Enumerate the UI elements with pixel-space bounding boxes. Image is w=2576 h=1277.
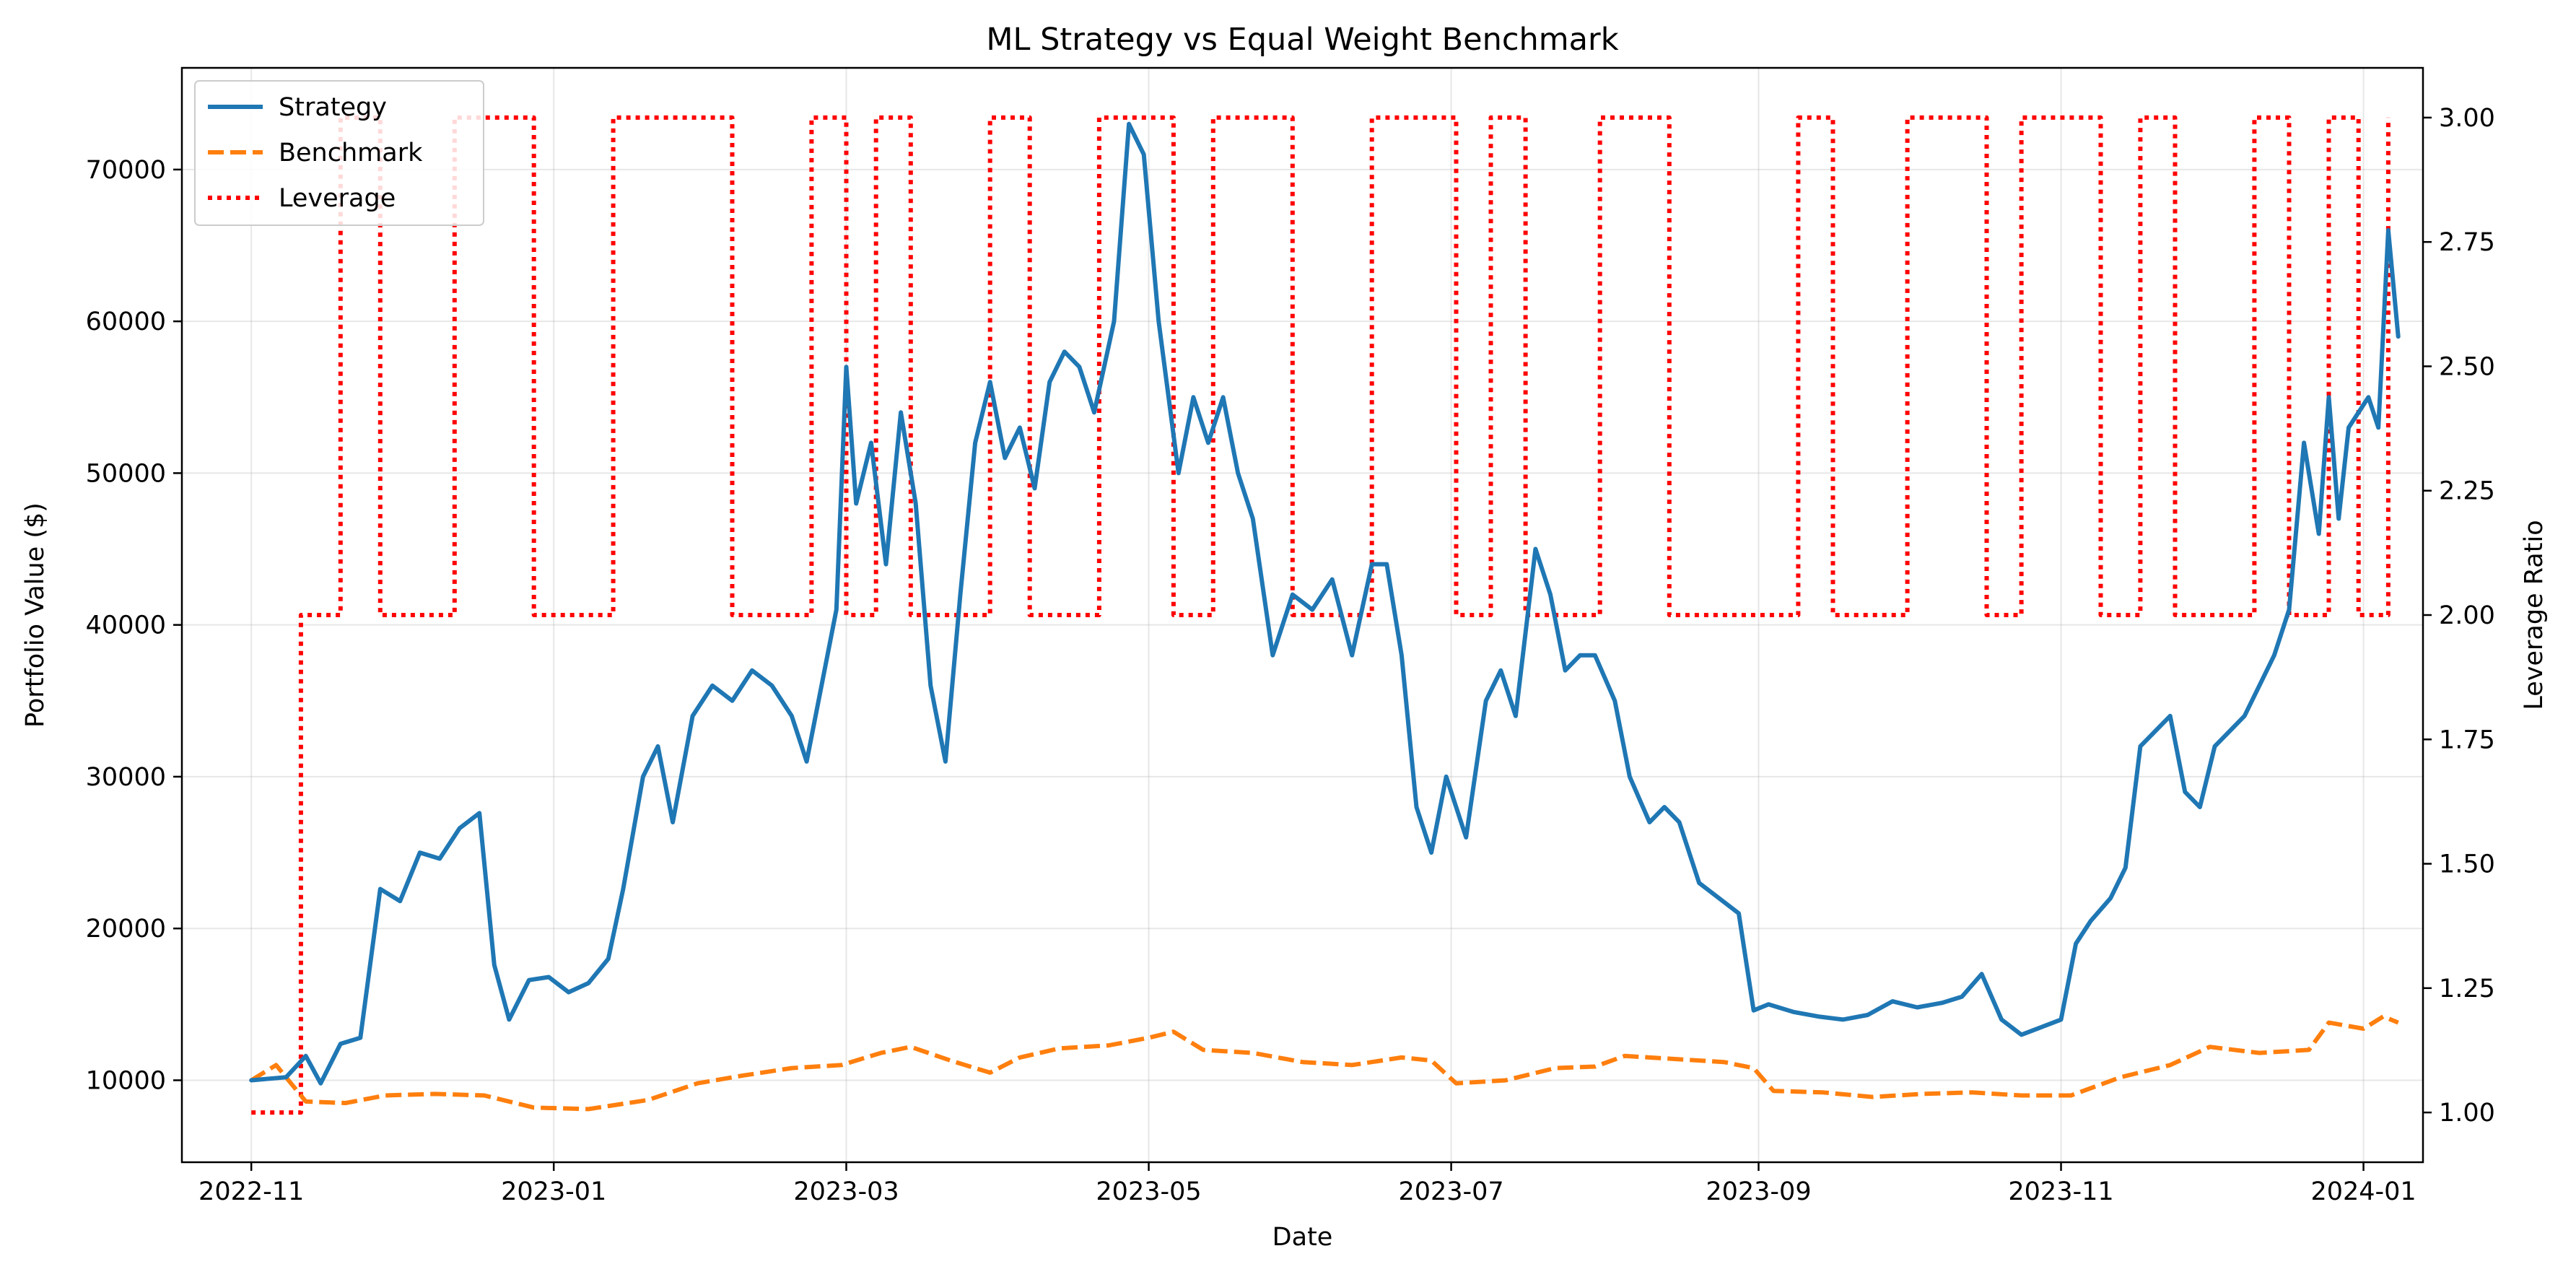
y-tick-label: 70000 [86,156,166,185]
y-tick-label: 40000 [86,611,166,640]
grid [182,68,2423,1162]
x-tick-label: 2022-11 [198,1177,304,1206]
x-tick-label: 2024-01 [2310,1177,2416,1206]
legend-label-benchmark: Benchmark [279,139,423,167]
y-tick-label: 50000 [86,459,166,488]
y2-tick-label: 1.00 [2439,1099,2495,1128]
chart-title: ML Strategy vs Equal Weight Benchmark [986,22,1618,58]
y-axis-right: 1.00 1.25 1.50 1.75 2.00 2.25 2.50 2.75 3.00 [2423,104,2495,1128]
x-tick-label: 2023-01 [501,1177,606,1206]
y-tick-label: 30000 [86,763,166,792]
x-tick-label: 2023-09 [1706,1177,1811,1206]
y2-tick-label: 3.00 [2439,104,2495,133]
legend: Strategy Benchmark Leverage [194,80,484,226]
y2-tick-label: 1.25 [2439,975,2495,1003]
x-tick-label: 2023-05 [1096,1177,1201,1206]
y2-tick-label: 1.75 [2439,725,2495,754]
x-tick-label: 2023-07 [1398,1177,1503,1206]
y-axis-left: 10000 20000 30000 40000 50000 60000 70000 [86,156,182,1095]
y2-tick-label: 2.00 [2439,601,2495,630]
y2-axis-label: Leverage Ratio [2520,520,2549,710]
y-tick-label: 20000 [86,915,166,943]
x-axis-label: Date [1272,1223,1333,1252]
legend-label-strategy: Strategy [279,93,387,122]
y2-tick-label: 2.25 [2439,477,2495,506]
y-tick-label: 10000 [86,1066,166,1095]
legend-box [194,80,484,226]
y2-tick-label: 2.75 [2439,228,2495,257]
plot-lines [249,115,2401,1115]
y-tick-label: 60000 [86,308,166,336]
y2-tick-label: 2.50 [2439,352,2495,381]
x-axis: 2022-11 2023-01 2023-03 2023-05 2023-07 2023-… [198,1162,2416,1206]
x-tick-label: 2023-03 [793,1177,899,1206]
strategy-line [249,121,2401,1086]
x-tick-label: 2023-11 [2008,1177,2113,1206]
legend-label-leverage: Leverage [279,184,396,213]
y-axis-label: Portfolio Value ($) [21,502,50,728]
benchmark-line [250,1014,2399,1112]
y2-tick-label: 1.50 [2439,850,2495,879]
